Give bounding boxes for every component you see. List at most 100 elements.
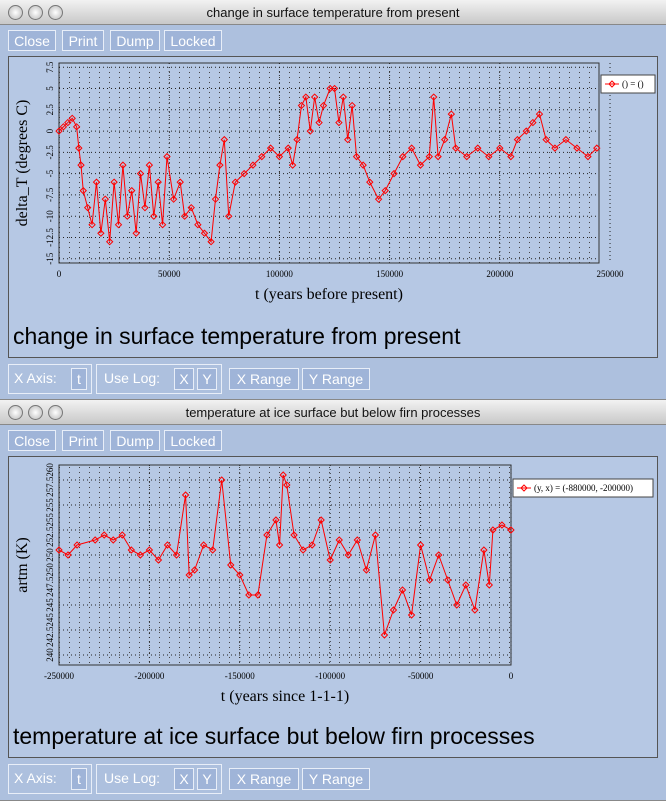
data-marker: [353, 536, 362, 544]
data-marker: [507, 152, 515, 161]
data-marker: [485, 152, 493, 161]
legend-label: (y, x) = (-880000, -200000): [534, 483, 633, 493]
data-marker: [330, 84, 339, 93]
y-tick-label: 5: [45, 86, 55, 91]
data-marker: [145, 546, 154, 554]
data-marker: [542, 135, 550, 144]
log-toggle[interactable]: X: [174, 768, 194, 790]
data-marker: [132, 229, 140, 237]
button[interactable]: Locked: [164, 30, 222, 51]
data-marker: [158, 220, 167, 229]
x-tick-label: -150000: [225, 671, 255, 681]
data-marker: [154, 178, 162, 186]
data-marker: [335, 118, 343, 127]
data-marker: [163, 152, 171, 161]
data-marker: [359, 161, 367, 169]
data-marker: [302, 93, 310, 101]
y-tick-label: 252.5255: [45, 513, 55, 547]
data-marker: [374, 195, 383, 203]
data-marker: [218, 476, 226, 484]
window: change in surface temperature from prese…: [0, 0, 666, 400]
log-toggle[interactable]: X: [174, 368, 194, 390]
data-line: [58, 88, 598, 244]
button[interactable]: Locked: [164, 430, 222, 451]
x-tick-label: 50000: [158, 269, 181, 279]
data-marker: [55, 127, 63, 135]
data-marker: [441, 135, 449, 144]
data-marker: [319, 101, 328, 110]
data-marker: [254, 591, 262, 599]
data-marker: [207, 238, 215, 246]
data-marker: [485, 581, 494, 589]
title-bar: change in surface temperature from prese…: [0, 0, 666, 25]
data-marker: [275, 541, 284, 549]
range-button[interactable]: X Range: [229, 768, 299, 790]
window-button[interactable]: [8, 405, 23, 420]
data-marker: [434, 152, 442, 161]
plot-grid: [59, 465, 511, 665]
window-button[interactable]: [48, 405, 63, 420]
chart-panel: 0 50000 100000 150000 200000 250000 7.5 5 2.5 0 -2…: [8, 56, 658, 358]
data-marker: [97, 229, 105, 237]
data-marker: [64, 551, 72, 559]
range-button[interactable]: Y Range: [302, 368, 370, 390]
data-marker: [240, 169, 248, 178]
data-marker: [496, 144, 504, 152]
button[interactable]: Print: [62, 30, 104, 51]
caption: temperature at ice surface but below fir…: [13, 723, 535, 749]
title-bar: temperature at ice surface but below fir…: [0, 400, 666, 425]
data-marker: [119, 161, 127, 169]
log-toggle[interactable]: Y: [197, 368, 217, 390]
data-marker: [128, 186, 136, 195]
axis-selector[interactable]: t: [71, 368, 87, 390]
data-marker: [91, 536, 99, 544]
window-button[interactable]: [28, 5, 43, 20]
data-marker: [180, 212, 189, 220]
axis-selector[interactable]: t: [71, 768, 87, 790]
data-marker: [145, 161, 154, 169]
data-marker: [398, 586, 407, 594]
data-marker: [245, 591, 253, 599]
data-marker: [59, 123, 68, 131]
data-marker: [573, 144, 581, 152]
legend-label: () = (): [622, 79, 644, 89]
data-marker: [172, 551, 181, 559]
window-button[interactable]: [8, 5, 23, 20]
x-axis-label: t (years since 1-1-1): [221, 688, 349, 705]
window-title: temperature at ice surface but below fir…: [185, 405, 481, 420]
range-button[interactable]: Y Range: [302, 768, 370, 790]
button[interactable]: Print: [62, 430, 104, 451]
data-marker: [453, 601, 461, 609]
window-button[interactable]: [28, 405, 43, 420]
data-marker: [272, 516, 280, 524]
data-marker: [297, 101, 306, 110]
data-marker: [562, 135, 570, 144]
data-marker: [101, 195, 109, 203]
y-tick-label: 242.5245: [45, 613, 55, 647]
data-marker: [163, 541, 172, 549]
button[interactable]: Close: [8, 430, 56, 451]
plot-grid: [59, 63, 599, 263]
range-button[interactable]: X Range: [229, 368, 299, 390]
data-marker: [266, 144, 275, 152]
window: temperature at ice surface but below fir…: [0, 400, 666, 801]
data-marker: [154, 556, 163, 564]
button[interactable]: Dump: [110, 30, 160, 51]
data-marker: [315, 118, 323, 127]
window-button[interactable]: [48, 5, 63, 20]
data-marker: [288, 161, 297, 169]
log-toggle[interactable]: Y: [197, 768, 217, 790]
data-marker: [390, 169, 398, 178]
data-marker: [123, 212, 132, 220]
data-marker: [299, 546, 307, 554]
button[interactable]: Close: [8, 30, 56, 51]
data-marker: [529, 118, 537, 127]
legend-box: [600, 74, 656, 94]
data-marker: [522, 127, 530, 135]
control-label: X Axis:: [14, 770, 57, 786]
caption: change in surface temperature from prese…: [13, 323, 461, 349]
data-marker: [79, 186, 87, 195]
button[interactable]: Dump: [110, 430, 160, 451]
x-tick-label: 200000: [486, 269, 514, 279]
